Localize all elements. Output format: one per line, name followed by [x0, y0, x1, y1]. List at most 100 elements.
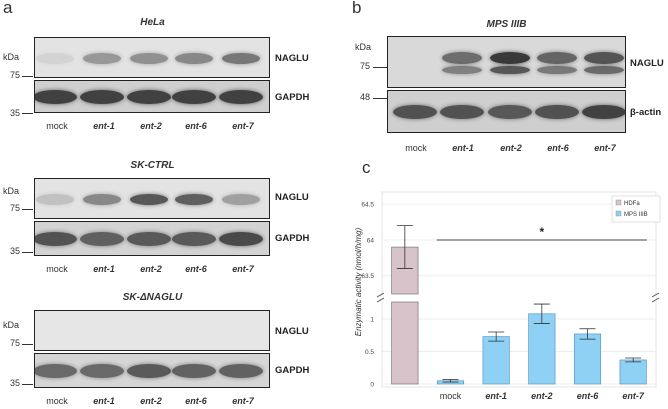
blot-band [172, 90, 216, 105]
marker-75: 75 [9, 70, 20, 80]
y-tick-label: 64 [367, 237, 375, 244]
x-tick-label: mock [440, 391, 462, 401]
x-tick-label: ent-7 [622, 391, 644, 401]
significance-star: * [539, 225, 544, 239]
blot-band [35, 364, 77, 379]
blot-band [35, 90, 77, 105]
naglu-label: NAGLU [630, 58, 664, 69]
panel-b-letter: b [352, 0, 362, 17]
blot-title-mps-iiib: MPS IIIB [486, 19, 527, 30]
marker-tick [22, 209, 33, 210]
kda-label: kDa [3, 320, 20, 330]
blot-band [222, 52, 260, 64]
lane-labels-sk-ctrl: mock ent-1 ent-2 ent-6 ent-7 [34, 264, 270, 276]
y-tick-label: 0 [370, 382, 374, 389]
blot-band [582, 105, 625, 120]
blot-band [393, 105, 437, 120]
lane-ent-1: ent-1 [93, 264, 115, 274]
blot-band [36, 193, 74, 205]
bar-mps-iiib [482, 336, 510, 385]
blot-band [442, 52, 482, 64]
blot-band [83, 193, 121, 205]
x-tick-label: ent-1 [485, 391, 507, 401]
blot-band [175, 52, 213, 64]
blot-band [127, 90, 171, 105]
blot-naglu-mps-iiib [387, 36, 626, 88]
blot-band [535, 105, 579, 120]
lane-ent-7: ent-7 [594, 143, 616, 153]
blot-band [490, 65, 530, 75]
bar-hdfa [391, 301, 419, 385]
legend-swatch [615, 199, 622, 206]
blot-band [36, 52, 74, 64]
legend-entry: HDFa [624, 201, 640, 207]
lane-mock: mock [46, 121, 68, 131]
blot-band [490, 52, 530, 64]
kda-label: kDa [355, 42, 372, 52]
marker-tick [22, 344, 33, 345]
marker-tick [373, 98, 387, 99]
lane-ent-6: ent-6 [185, 396, 207, 406]
y-tick-label: 1 [370, 317, 374, 324]
marker-tick [373, 67, 387, 68]
bar-mps-iiib [573, 333, 602, 385]
axis-break-mark [376, 292, 385, 298]
marker-75: 75 [9, 203, 20, 213]
blot-band [442, 65, 482, 75]
blot-title-sk-dnaglu: SK-ΔNAGLU [122, 292, 183, 303]
bar-mps-iiib [528, 313, 556, 385]
lane-mock: mock [46, 396, 68, 406]
lane-labels-mps-iiib: mock ent-1 ent-2 ent-6 ent-7 [387, 143, 626, 155]
blot-beta-actin-mps-iiib [387, 90, 626, 133]
gapdh-label: GAPDH [275, 92, 310, 103]
marker-35: 35 [9, 378, 20, 388]
blot-band [80, 232, 124, 247]
blot-band [80, 90, 124, 105]
blot-band [172, 364, 216, 379]
kda-label: kDa [3, 52, 20, 62]
y-tick-label: 64.5 [361, 202, 374, 209]
naglu-label: NAGLU [275, 53, 309, 64]
blot-band [222, 193, 260, 205]
lane-ent-2: ent-2 [140, 396, 162, 406]
blot-band [80, 364, 124, 379]
y-axis-label: Enzymatic activity (nmol/h/mg) [354, 227, 363, 336]
lane-mock: mock [405, 143, 427, 153]
blot-band [127, 232, 171, 247]
blot-title-sk-ctrl: SK-CTRL [130, 160, 175, 171]
axis-break-mark [651, 297, 660, 303]
lane-labels-hela: mock ent-1 ent-2 ent-6 ent-7 [34, 121, 270, 133]
lane-labels-sk-dnaglu: mock ent-1 ent-2 ent-6 ent-7 [34, 396, 270, 408]
lane-ent-1: ent-1 [452, 143, 474, 153]
lane-ent-2: ent-2 [140, 264, 162, 274]
blot-naglu-hela [34, 37, 270, 78]
lane-ent-7: ent-7 [232, 121, 254, 131]
blot-naglu-sk-dnaglu [34, 310, 270, 351]
blot-gapdh-sk-ctrl [34, 221, 270, 256]
naglu-label: NAGLU [275, 192, 309, 203]
kda-label: kDa [3, 186, 20, 196]
blot-title-hela: HeLa [140, 17, 165, 28]
blot-band [537, 65, 577, 75]
marker-tick [22, 76, 33, 77]
y-tick-label: 0.5 [365, 349, 374, 356]
blot-gapdh-hela [34, 80, 270, 113]
naglu-label: NAGLU [275, 326, 309, 337]
lane-mock: mock [46, 264, 68, 274]
blot-band [127, 364, 171, 379]
lane-ent-6: ent-6 [547, 143, 569, 153]
blot-naglu-sk-ctrl [34, 178, 270, 219]
marker-tick [22, 113, 33, 114]
blot-band [83, 52, 121, 64]
lane-ent-1: ent-1 [93, 396, 115, 406]
blot-band [584, 65, 624, 75]
blot-band [172, 232, 216, 247]
marker-35: 35 [9, 108, 20, 118]
marker-tick [22, 252, 33, 253]
legend-entry: MPS IIIB [624, 212, 648, 218]
marker-48: 48 [359, 92, 370, 102]
lane-ent-6: ent-6 [185, 264, 207, 274]
axis-break-mark [376, 297, 385, 303]
blot-band [175, 193, 213, 205]
enzymatic-activity-chart: Enzymatic activity (nmol/h/mg) 63.5 64 64.… [354, 191, 661, 401]
